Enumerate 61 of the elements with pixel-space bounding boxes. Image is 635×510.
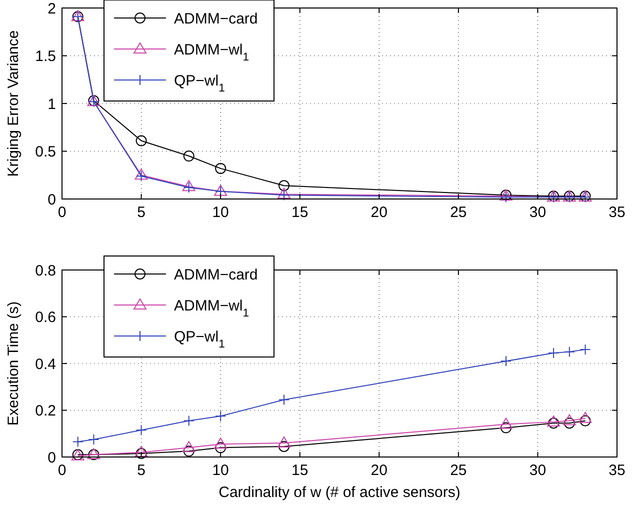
x-tick-label: 20 — [370, 462, 388, 479]
x-tick-label: 20 — [370, 204, 388, 221]
x-tick-label: 5 — [137, 462, 146, 479]
point — [500, 418, 512, 429]
legend-label: QP−wl$_{1}$ — [174, 72, 225, 94]
x-tick-label: 25 — [450, 462, 467, 479]
y-tick-label: 0.5 — [35, 144, 56, 160]
y-axis-title: Execution Time (s) — [5, 301, 22, 426]
point — [278, 394, 290, 406]
x-tick-label: 35 — [608, 204, 626, 221]
y-tick-label: 0 — [48, 449, 56, 466]
y-tick-label: 0.4 — [35, 356, 56, 373]
x-tick-label: 15 — [292, 462, 308, 479]
y-tick-label: 0.8 — [35, 262, 56, 280]
x-tick-label: 30 — [529, 204, 546, 221]
y-tick-label: 1.5 — [35, 48, 56, 65]
x-tick-label: 10 — [212, 462, 229, 479]
y-tick-label: 0.2 — [35, 402, 56, 420]
x-tick-label: 30 — [529, 462, 546, 479]
point — [215, 442, 226, 454]
y-tick-label: 2 — [48, 0, 56, 18]
point — [578, 412, 592, 423]
point — [72, 436, 84, 448]
point — [500, 356, 512, 367]
legend-label: ADMM−card — [174, 266, 258, 284]
point — [278, 440, 290, 452]
point — [278, 180, 290, 192]
point — [183, 150, 194, 162]
point — [183, 446, 194, 457]
legend-label: ADMM−wl$_{1}$ — [174, 41, 250, 64]
point — [580, 415, 591, 426]
point — [183, 415, 194, 426]
point — [136, 135, 147, 146]
x-tick-label: 15 — [292, 204, 308, 221]
x-tick-label: 35 — [608, 462, 626, 479]
point — [564, 418, 575, 429]
legend-label: ADMM−wl$_{1}$ — [174, 297, 250, 320]
y-tick-label: 0 — [48, 191, 56, 208]
point — [548, 347, 560, 358]
point — [88, 434, 100, 445]
x-tick-label: 10 — [212, 204, 229, 221]
point — [562, 414, 576, 426]
point — [215, 410, 226, 422]
point — [182, 441, 196, 452]
point — [547, 415, 560, 426]
legend-label: ADMM−card — [174, 10, 258, 28]
y-tick-label: 0.6 — [35, 309, 56, 326]
legend-label: QP−wl$_{1}$ — [174, 328, 225, 350]
point — [136, 424, 147, 436]
x-tick-label: 5 — [137, 204, 146, 221]
y-axis-title: Kriging Error Variance — [5, 30, 22, 177]
point — [278, 436, 290, 448]
x-axis-title: Cardinality of w (# of active sensors) — [218, 484, 460, 501]
point — [564, 346, 575, 358]
point — [214, 438, 228, 449]
point — [580, 344, 591, 355]
y-tick-label: 1 — [48, 96, 56, 113]
point — [215, 162, 226, 174]
point — [500, 422, 512, 434]
x-tick-label: 25 — [450, 204, 467, 221]
point — [548, 418, 560, 429]
